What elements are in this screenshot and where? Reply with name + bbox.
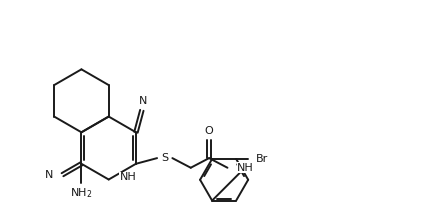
Text: Br: Br xyxy=(256,154,269,164)
Text: NH: NH xyxy=(237,163,254,173)
Text: NH: NH xyxy=(119,172,136,182)
Text: N: N xyxy=(44,170,53,180)
Text: O: O xyxy=(205,126,214,136)
Text: NH$_2$: NH$_2$ xyxy=(70,186,93,200)
Text: N: N xyxy=(139,96,147,106)
Text: S: S xyxy=(161,153,168,163)
